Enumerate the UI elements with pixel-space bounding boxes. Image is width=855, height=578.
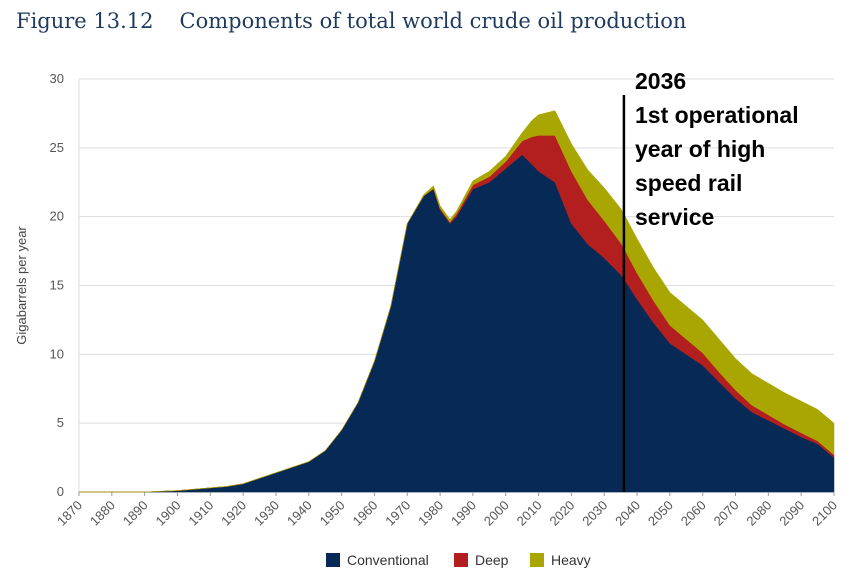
y-tick-label: 5 bbox=[57, 415, 64, 430]
x-tick-label: 2050 bbox=[645, 498, 676, 529]
x-tick-label: 2070 bbox=[711, 498, 742, 529]
y-tick-label: 25 bbox=[50, 140, 64, 155]
annotation-text: 2036 1st operational year of high speed … bbox=[635, 64, 850, 234]
plot-areas bbox=[79, 110, 835, 493]
x-tick-label: 2000 bbox=[481, 498, 512, 529]
x-tick-label: 1890 bbox=[120, 498, 151, 529]
y-tick-label: 0 bbox=[57, 484, 64, 499]
figure-title: Figure 13.12 Components of total world cr… bbox=[16, 6, 686, 36]
legend: Conventional Deep Heavy bbox=[326, 552, 591, 568]
x-tick-label: 2030 bbox=[579, 498, 610, 529]
x-tick-label: 2040 bbox=[612, 498, 643, 529]
y-tick-label: 15 bbox=[50, 278, 64, 293]
annotation-line: 2036 bbox=[635, 68, 687, 94]
x-tick-label: 2010 bbox=[514, 498, 545, 529]
x-tick-label: 2060 bbox=[678, 498, 709, 529]
legend-label-deep: Deep bbox=[475, 552, 509, 568]
legend-swatch-heavy bbox=[530, 553, 544, 567]
x-tick-label: 1950 bbox=[317, 498, 348, 529]
legend-label-conventional: Conventional bbox=[347, 552, 429, 568]
area-heavy bbox=[79, 110, 835, 493]
x-tick-label: 1870 bbox=[54, 498, 85, 529]
x-tick-label: 2020 bbox=[546, 498, 577, 529]
legend-label-heavy: Heavy bbox=[551, 552, 591, 568]
x-tick-label: 1900 bbox=[153, 498, 184, 529]
x-tick-label: 2090 bbox=[776, 498, 807, 529]
x-tick-label: 1940 bbox=[284, 498, 315, 529]
legend-swatch-deep bbox=[454, 553, 468, 567]
x-tick-label: 2100 bbox=[809, 498, 840, 529]
x-tick-label: 2080 bbox=[743, 498, 774, 529]
annotation-line: 1st operational bbox=[635, 102, 799, 128]
legend-swatch-conventional bbox=[326, 553, 340, 567]
x-tick-label: 1920 bbox=[218, 498, 249, 529]
y-tick-label: 10 bbox=[50, 346, 64, 361]
y-axis-title: Gigabarrels per year bbox=[14, 226, 29, 345]
x-tick-label: 1910 bbox=[185, 498, 216, 529]
x-tick-label: 1880 bbox=[87, 498, 118, 529]
annotation-line: speed rail bbox=[635, 170, 743, 196]
annotation-line: year of high bbox=[635, 136, 766, 162]
x-tick-label: 1990 bbox=[448, 498, 479, 529]
x-tick-label: 1970 bbox=[382, 498, 413, 529]
x-tick-label: 1930 bbox=[251, 498, 282, 529]
x-tick-label: 1980 bbox=[415, 498, 446, 529]
figure-title-text: Components of total world crude oil prod… bbox=[179, 9, 687, 33]
x-tick-label: 1960 bbox=[349, 498, 380, 529]
figure-number: Figure 13.12 bbox=[16, 9, 154, 33]
y-tick-label: 20 bbox=[50, 209, 64, 224]
annotation-line: service bbox=[635, 204, 715, 230]
y-tick-label: 30 bbox=[50, 71, 64, 86]
